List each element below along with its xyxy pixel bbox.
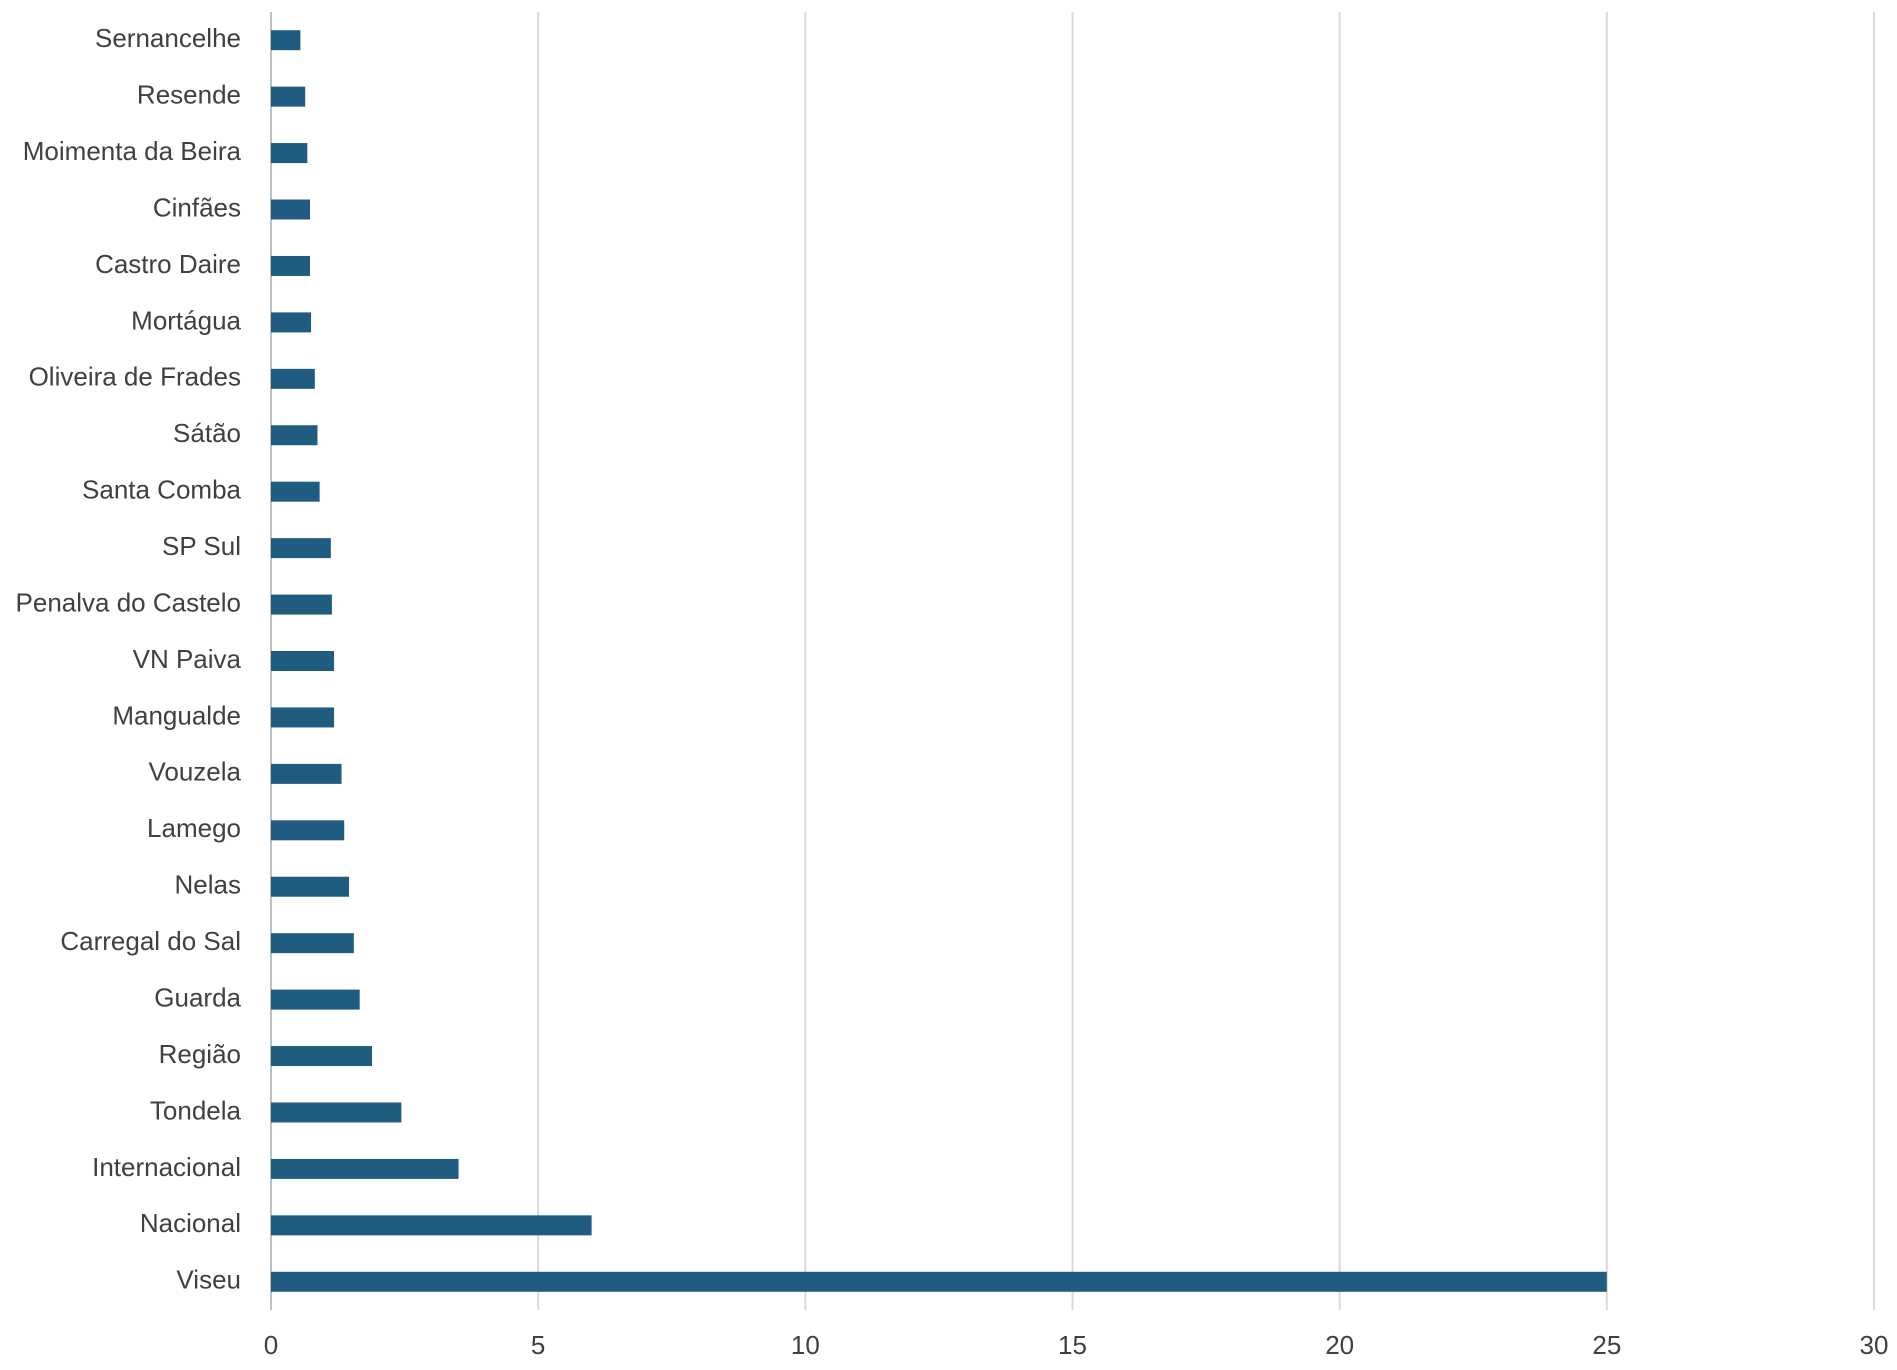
y-tick-label: Lamego [147,813,241,843]
y-tick-label: Oliveira de Frades [29,362,241,392]
y-tick-label: Moimenta da Beira [23,136,242,166]
y-tick-label: Sátão [173,418,241,448]
x-tick-label: 10 [791,1330,820,1360]
bar [271,312,312,333]
bar [271,481,320,502]
bar [271,255,311,276]
y-tick-label: Carregal do Sal [60,926,241,956]
bar [271,1102,402,1123]
bar [271,707,335,728]
bar [271,820,345,841]
x-tick-label: 15 [1058,1330,1087,1360]
bar [271,594,332,615]
bar [271,143,308,164]
bar [271,538,331,559]
bar [271,425,318,446]
x-tick-label: 20 [1325,1330,1354,1360]
y-tick-label: SP Sul [162,531,241,561]
bar [271,368,315,389]
y-tick-label: Castro Daire [95,249,241,279]
bar [271,1046,372,1067]
bar [271,1158,459,1179]
y-tick-label: Cinfães [153,192,241,222]
x-tick-label: 30 [1860,1330,1889,1360]
x-tick-label: 25 [1592,1330,1621,1360]
y-tick-label: Vouzela [148,757,241,787]
bar [271,933,354,954]
bar [271,86,306,107]
y-tick-label: Mortágua [131,305,241,335]
y-tick-label: Internacional [92,1152,241,1182]
bar [271,989,360,1010]
x-tick-label: 0 [264,1330,278,1360]
y-tick-label: Tondela [150,1095,242,1125]
y-tick-label: Guarda [154,982,241,1012]
x-tick-label: 5 [531,1330,545,1360]
y-tick-label: Nelas [175,870,241,900]
bar [271,1215,592,1236]
y-tick-label: Penalva do Castelo [16,587,241,617]
bar [271,763,342,784]
y-tick-label: VN Paiva [133,644,242,674]
y-tick-label: Nacional [140,1208,241,1238]
bar [271,1271,1607,1292]
y-tick-label: Viseu [176,1265,241,1295]
bar [271,651,335,671]
bar [271,30,301,51]
bar [271,199,311,220]
y-tick-label: Resende [137,80,241,110]
y-tick-label: Mangualde [112,700,241,730]
y-tick-label: Santa Comba [82,475,242,505]
bar [271,876,350,897]
y-tick-label: Região [159,1039,241,1069]
y-tick-label: Sernancelhe [95,23,241,53]
